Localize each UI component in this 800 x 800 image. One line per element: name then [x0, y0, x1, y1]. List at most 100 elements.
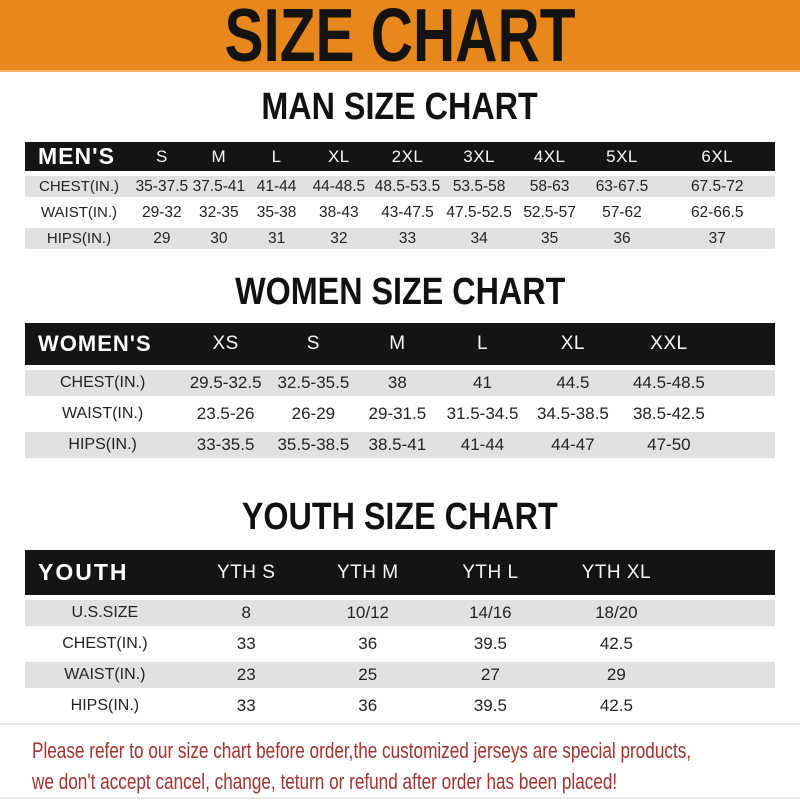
column-header: XL — [560, 333, 585, 354]
size-cell: 35.5-38.5 — [277, 435, 350, 454]
column-header: M — [389, 333, 406, 354]
youth-heading: YOUTH SIZE CHART — [0, 498, 800, 536]
row-label: HIPS(IN.) — [46, 230, 112, 247]
men-section: MAN SIZE CHART MEN'S S M L XL 2XL 3XL 4XL 5XL 6XL… — [0, 88, 800, 249]
size-cell: 36 — [358, 696, 378, 715]
size-cell: 33 — [398, 229, 417, 247]
column-header: XXL — [650, 333, 688, 354]
size-cell: 58-63 — [529, 177, 570, 195]
women-heading: WOMEN SIZE CHART — [0, 273, 800, 311]
size-cell: 35-37.5 — [135, 177, 189, 195]
row-label: HIPS(IN.) — [68, 436, 137, 453]
men-table-row: HIPS(IN.) 29 30 31 32 33 34 35 36 37 — [25, 228, 775, 249]
notice-line-2: we don't accept cancel, change, teturn o… — [32, 769, 618, 794]
size-cell: 42.5 — [599, 634, 633, 653]
size-cell: 39.5 — [473, 634, 507, 653]
size-cell: 57-62 — [602, 203, 642, 221]
size-cell: 33-35.5 — [196, 435, 255, 454]
row-label: WAIST(IN.) — [62, 405, 144, 422]
youth-table-row: U.S.SIZE 8 10/12 14/16 18/20 — [25, 600, 775, 626]
men-table-header: MEN'S S M L XL 2XL 3XL 4XL 5XL 6XL — [25, 142, 775, 171]
size-cell: 42.5 — [599, 696, 633, 715]
row-label: HIPS(IN.) — [70, 697, 140, 714]
size-cell: 47-50 — [647, 435, 691, 454]
row-label: WAIST(IN.) — [64, 666, 146, 683]
size-cell: 31.5-34.5 — [446, 404, 519, 423]
size-cell: 34 — [470, 229, 488, 247]
men-corner-label: MEN'S — [38, 143, 115, 169]
column-header: XS — [212, 333, 239, 354]
women-table-row: HIPS(IN.) 33-35.5 35.5-38.5 38.5-41 41-44 44-… — [25, 432, 775, 458]
row-label: U.S.SIZE — [71, 604, 139, 621]
size-cell: 10/12 — [346, 603, 390, 622]
men-size-table: MEN'S S M L XL 2XL 3XL 4XL 5XL 6XL CHEST(IN.) 35-37… — [25, 142, 775, 249]
youth-table-row: WAIST(IN.) 23 25 27 29 — [25, 662, 775, 688]
size-cell: 53.5-58 — [452, 177, 506, 195]
women-heading-text: WOMEN SIZE CHART — [234, 271, 566, 313]
size-cell: 48.5-53.5 — [374, 177, 441, 195]
column-header: 6XL — [701, 146, 734, 166]
youth-size-table: YOUTH YTH S YTH M YTH L YTH XL U.S.SIZE 8 10/12… — [25, 550, 775, 719]
row-label: WAIST(IN.) — [40, 204, 118, 221]
size-cell: 36 — [358, 634, 378, 653]
size-cell: 37 — [708, 229, 726, 247]
size-cell: 29 — [606, 665, 626, 684]
column-header: 4XL — [533, 146, 566, 166]
size-cell: 29 — [153, 229, 171, 247]
column-header: 3XL — [463, 146, 495, 166]
column-header: L — [476, 333, 489, 354]
size-cell: 44-47 — [551, 435, 595, 454]
size-cell: 38.5-41 — [368, 435, 427, 454]
row-label: CHEST(IN.) — [59, 374, 146, 391]
men-table-row: WAIST(IN.) 29-32 32-35 35-38 38-43 43-47.5 47.… — [25, 202, 775, 223]
men-heading-text: MAN SIZE CHART — [261, 86, 539, 128]
size-cell: 29-31.5 — [368, 404, 427, 423]
youth-table-row: CHEST(IN.) 33 36 39.5 42.5 — [25, 631, 775, 657]
size-cell: 33 — [236, 696, 256, 715]
size-cell: 47.5-52.5 — [446, 203, 512, 221]
column-header: YTH XL — [581, 561, 652, 583]
size-cell: 25 — [358, 665, 378, 684]
youth-heading-text: YOUTH SIZE CHART — [242, 496, 558, 538]
row-label: CHEST(IN.) — [62, 635, 148, 652]
youth-table-row: HIPS(IN.) 33 36 39.5 42.5 — [25, 693, 775, 719]
size-cell: 31 — [267, 229, 286, 247]
row-label: CHEST(IN.) — [38, 178, 119, 195]
size-cell: 38 — [387, 373, 407, 392]
size-cell: 44.5 — [556, 373, 590, 392]
women-table-header: WOMEN'S XS S M L XL XXL — [25, 323, 775, 365]
size-cell: 23 — [236, 665, 256, 684]
column-header: M — [211, 146, 227, 166]
size-cell: 29-32 — [142, 203, 182, 221]
size-cell: 27 — [480, 665, 500, 684]
size-cell: 14/16 — [469, 603, 512, 622]
size-cell: 41 — [473, 373, 492, 392]
banner-title: SIZE CHART — [224, 0, 576, 77]
column-header: YTH M — [336, 561, 399, 583]
size-cell: 30 — [210, 229, 228, 247]
size-cell: 44-48.5 — [312, 177, 366, 195]
youth-corner-label: YOUTH — [38, 559, 129, 585]
column-header: L — [271, 146, 282, 166]
size-cell: 36 — [613, 229, 631, 247]
youth-section: YOUTH SIZE CHART YOUTH YTH S YTH M YTH L YTH… — [0, 498, 800, 719]
size-cell: 63-67.5 — [595, 177, 649, 195]
size-cell: 62-66.5 — [690, 203, 744, 221]
size-cell: 32-35 — [199, 203, 239, 221]
size-cell: 67.5-72 — [690, 177, 744, 195]
order-notice: Please refer to our size chart before or… — [0, 723, 800, 797]
women-table-row: WAIST(IN.) 23.5-26 26-29 29-31.5 31.5-34.5 34… — [25, 401, 775, 427]
size-cell: 44.5-48.5 — [632, 373, 705, 392]
size-cell: 18/20 — [595, 603, 638, 622]
size-cell: 35 — [540, 229, 559, 247]
size-cell: 8 — [241, 603, 251, 622]
notice-line-1: Please refer to our size chart before or… — [32, 738, 692, 763]
size-cell: 43-47.5 — [381, 203, 434, 221]
women-table-row: CHEST(IN.) 29.5-32.5 32.5-35.5 38 41 44.5 44.5… — [25, 370, 775, 396]
size-cell: 35-38 — [256, 203, 297, 221]
size-cell: 32 — [330, 229, 348, 247]
size-cell: 32.5-35.5 — [277, 373, 350, 392]
size-cell: 41-44 — [256, 177, 297, 195]
men-heading: MAN SIZE CHART — [0, 88, 800, 126]
youth-table-header: YOUTH YTH S YTH M YTH L YTH XL — [25, 550, 775, 595]
